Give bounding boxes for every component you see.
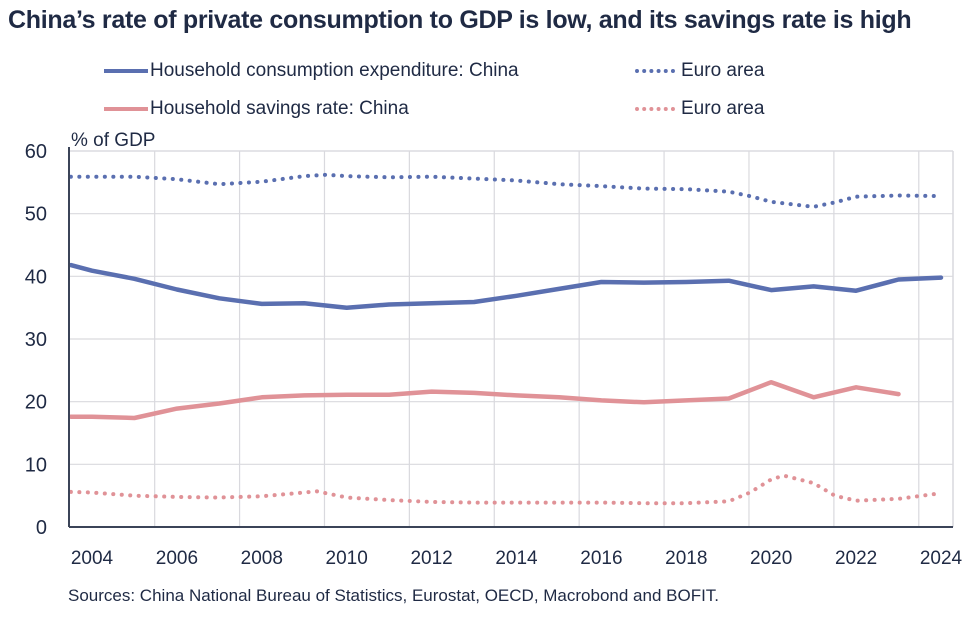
y-axis-unit-label: % of GDP [71, 130, 156, 151]
legend-item-consumption-euro: Euro area [635, 60, 764, 82]
legend-label: Euro area [681, 60, 765, 81]
chart-title: China’s rate of private consumption to G… [8, 6, 912, 34]
y-tick-label: 20 [25, 392, 47, 414]
legend-item-savings-euro: Euro area [635, 98, 764, 120]
legend-item-savings-china: Household savings rate: China [104, 98, 409, 120]
legend-swatch-dotted-red [635, 107, 675, 111]
y-tick-labels: 0 10 20 30 40 50 60 [25, 141, 47, 539]
y-tick-label: 50 [25, 204, 47, 226]
x-tick-label: 2024 [920, 548, 963, 569]
series-line-household-consumption-expenditure-china [68, 262, 944, 310]
legend-swatch-solid-blue [104, 69, 148, 73]
axes [68, 147, 953, 528]
y-tick-label: 60 [25, 141, 47, 163]
sources-note: Sources: China National Bureau of Statis… [68, 586, 720, 605]
x-tick-label: 2004 [71, 548, 114, 569]
x-tick-label: 2016 [580, 548, 622, 569]
x-tick-labels: 2004 2006 2008 2010 2012 2014 2016 2018 2020 2022… [71, 548, 963, 569]
y-tick-label: 0 [36, 517, 47, 539]
y-tick-label: 30 [25, 329, 47, 351]
y-tick-label: 10 [25, 454, 47, 476]
x-tick-label: 2022 [835, 548, 877, 569]
series-line-household-savings-rate-euro-area [68, 473, 943, 506]
legend-swatch-dotted-blue [635, 69, 675, 73]
series-line-household-savings-rate-china [68, 379, 901, 421]
x-tick-label: 2010 [326, 548, 368, 569]
legend-label: Household consumption expenditure: China [150, 60, 519, 81]
legend-item-consumption-china: Household consumption expenditure: China [104, 60, 519, 82]
legend-label: Euro area [681, 98, 765, 119]
x-tick-label: 2018 [665, 548, 707, 569]
x-tick-label: 2020 [750, 548, 792, 569]
legend-swatch-solid-red [104, 107, 148, 111]
x-tick-label: 2006 [156, 548, 198, 569]
y-tick-label: 40 [25, 266, 47, 288]
legend-label: Household savings rate: China [150, 98, 409, 119]
series-line-household-consumption-expenditure-euro-area [68, 172, 943, 209]
x-tick-label: 2012 [410, 548, 452, 569]
x-tick-label: 2014 [495, 548, 538, 569]
x-tick-label: 2008 [241, 548, 283, 569]
series-lines [68, 172, 944, 506]
gridlines [69, 150, 954, 527]
